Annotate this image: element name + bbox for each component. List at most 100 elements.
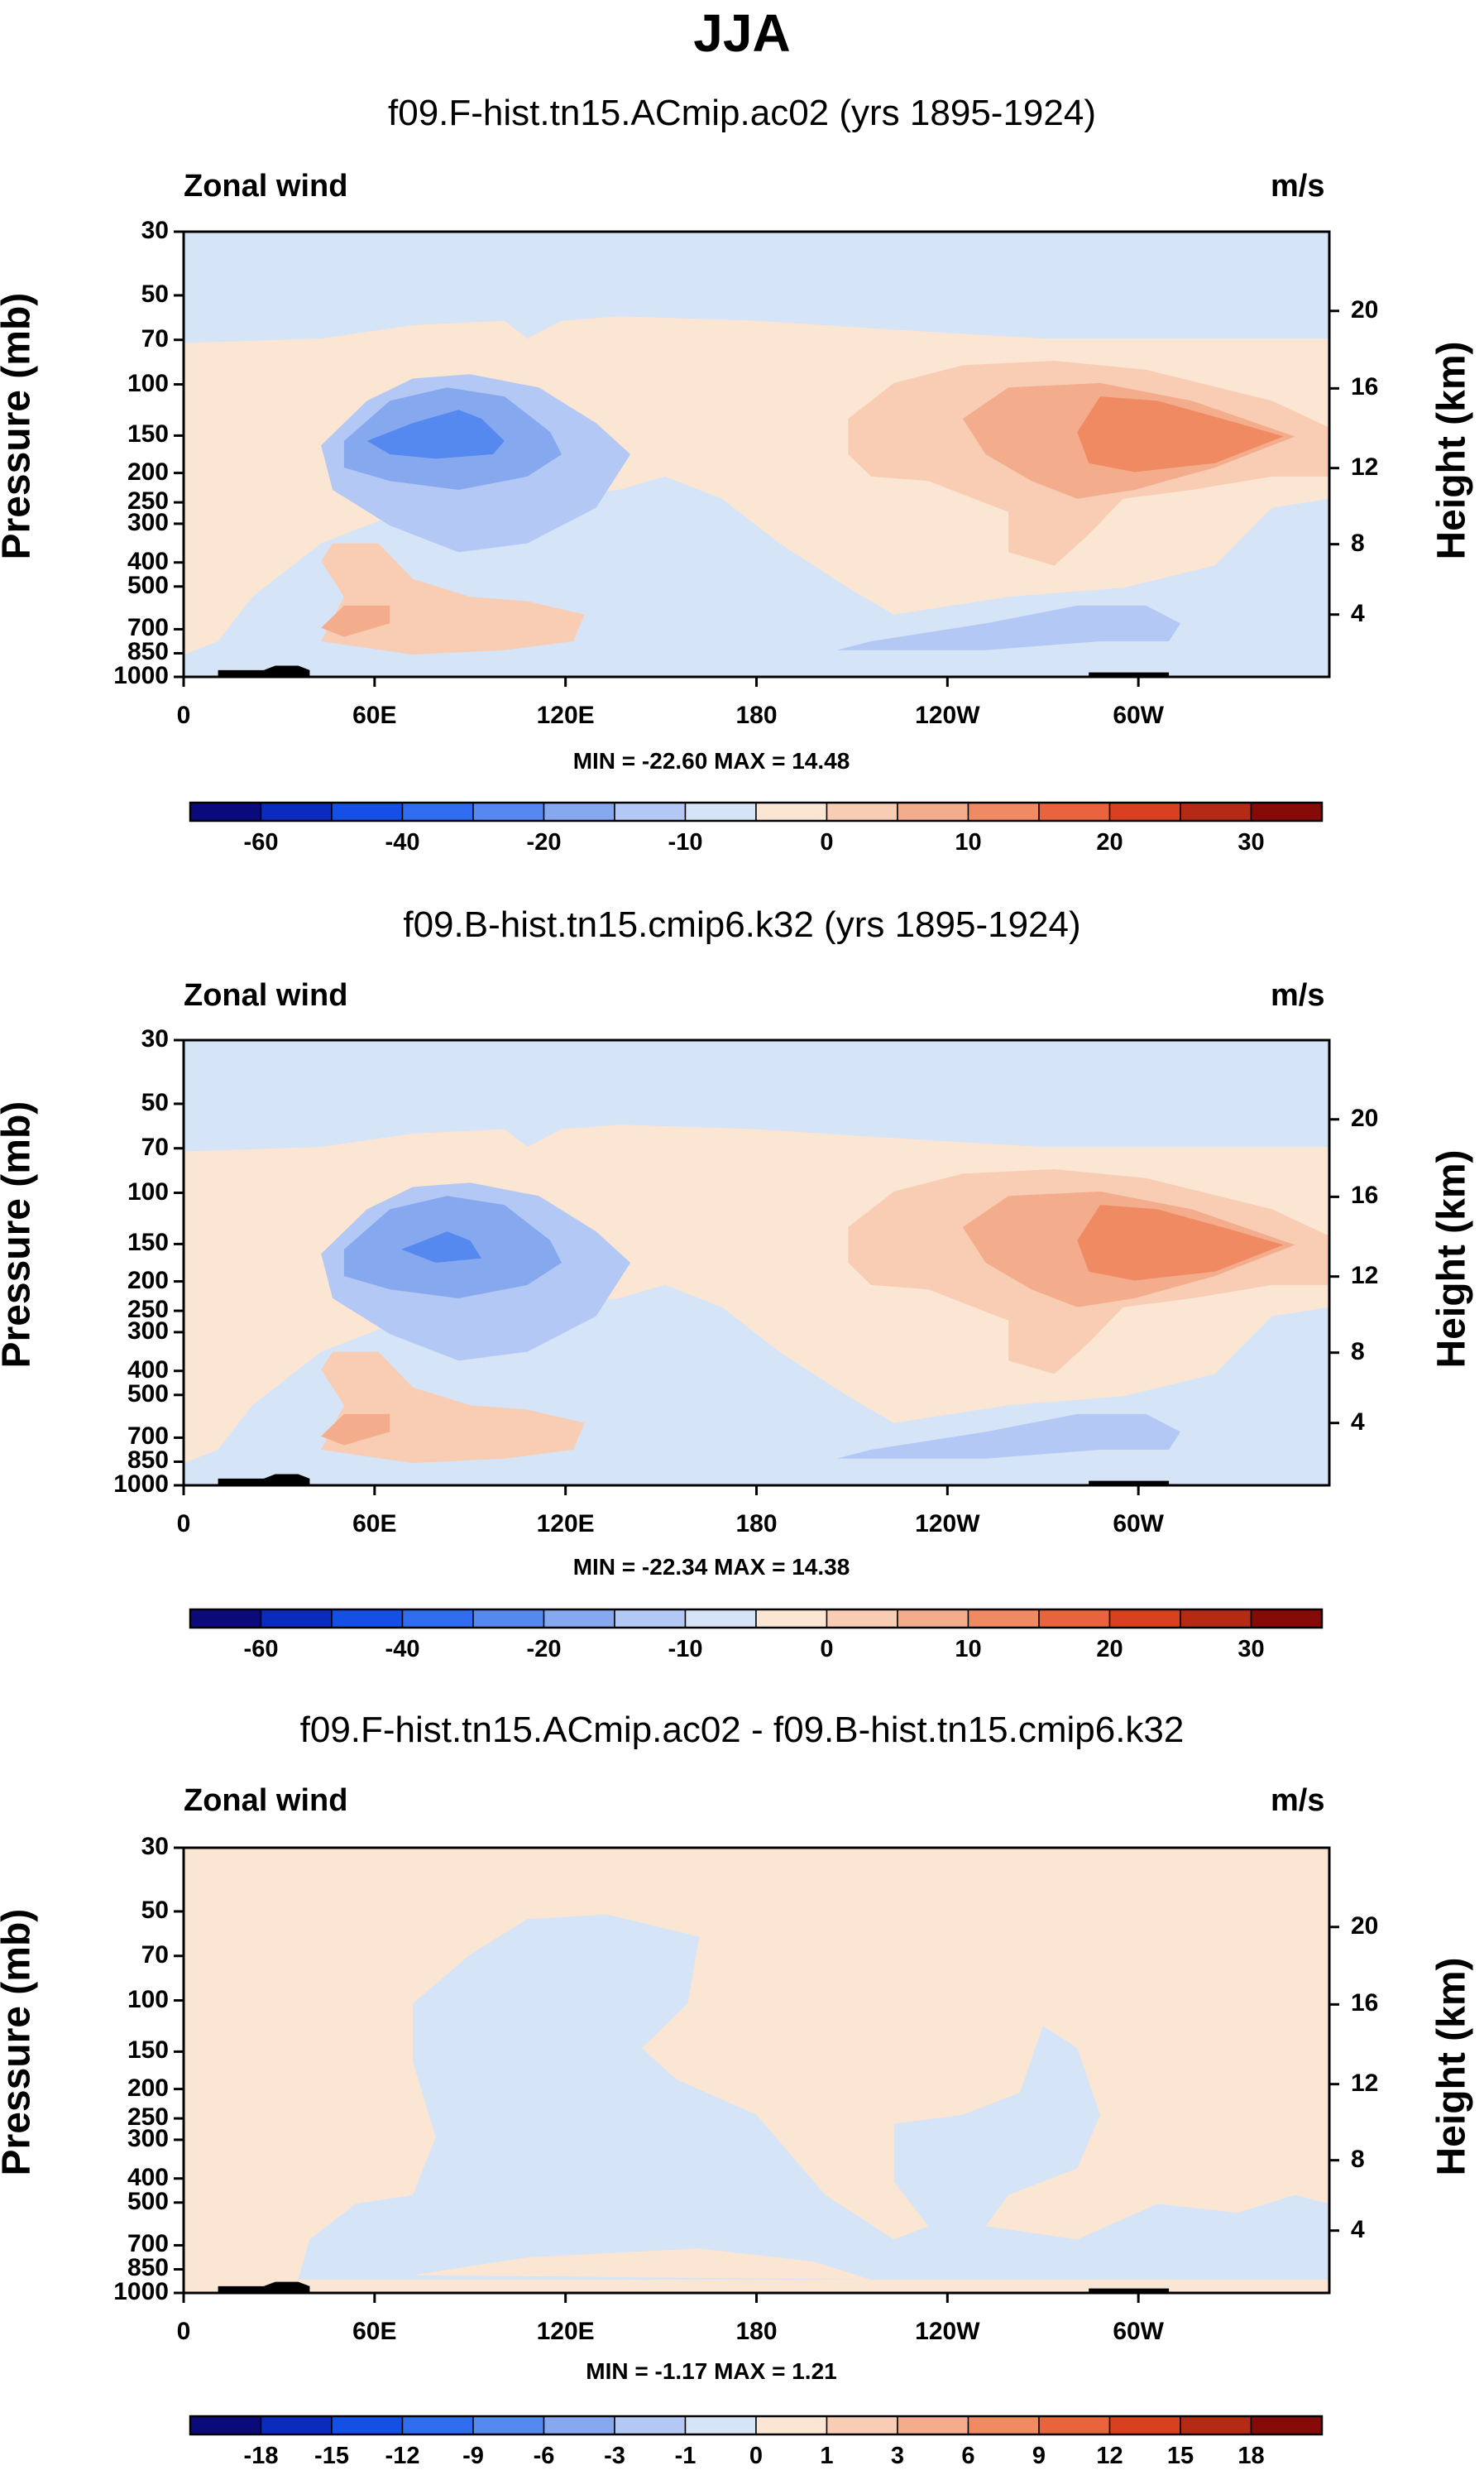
panel-1-ytick-right-label: 16 xyxy=(1351,373,1379,401)
panel-3-ytick-label: 700 xyxy=(127,2230,169,2258)
panel-2-ytick-right-label: 4 xyxy=(1351,1408,1365,1436)
panel-3-ylabel-right: Height (km) xyxy=(1429,1957,1474,2176)
panel-3-colorbar-label: 0 xyxy=(749,2443,764,2469)
panel-3-colorbar-box xyxy=(1038,2415,1111,2435)
panel-2-colorbar-frame xyxy=(189,1608,1324,1629)
panel-2-colorbar-label: 10 xyxy=(955,1636,982,1662)
panel-2-title: f09.B-hist.tn15.cmip6.k32 (yrs 1895-1924… xyxy=(403,904,1081,945)
panel-2-colorbar-label: -20 xyxy=(526,1636,562,1662)
panel-2-colorbar-box xyxy=(1038,1609,1111,1628)
panel-1-colorbar-box xyxy=(189,802,262,822)
panel-3-colorbar-box xyxy=(826,2415,898,2435)
panel-3-colorbar-label: -3 xyxy=(604,2443,625,2469)
panel-1-ytick-right-label: 12 xyxy=(1351,453,1379,481)
panel-1-ytick-label: 500 xyxy=(127,571,169,599)
panel-3-title: f09.F-hist.tn15.ACmip.ac02 - f09.B-hist.… xyxy=(299,1710,1185,1750)
panel-1-contour-posLowW1 xyxy=(321,543,585,655)
panel-1-colorbar-box xyxy=(967,802,1040,822)
panel-3-contour-diffNeg1 xyxy=(298,1914,1329,2280)
panel-3-colorbar-box xyxy=(684,2415,757,2435)
panel-3-ytick-label: 1000 xyxy=(113,2278,169,2305)
panel-2-ylabel-right: Height (km) xyxy=(1429,1149,1474,1369)
panel-2-plot xyxy=(174,1038,1339,1495)
panel-1-colorbar-box xyxy=(472,802,545,822)
panel-1-colorbar-label: 0 xyxy=(820,829,834,856)
figure-title: JJA xyxy=(693,3,791,63)
panel-1-colorbar-box xyxy=(1108,802,1181,822)
panel-1-colorbar xyxy=(189,801,1324,823)
panel-1-plot xyxy=(174,230,1339,687)
panel-2-xtick-label: 0 xyxy=(176,1510,191,1537)
panel-3-colorbar-label: 9 xyxy=(1032,2443,1046,2469)
panel-2-ytick-label: 30 xyxy=(141,1025,169,1053)
panel-3-colorbar-box xyxy=(897,2415,969,2435)
panel-2-ytick-label: 50 xyxy=(141,1088,169,1116)
panel-2-ylabel: Pressure (mb) xyxy=(0,1101,39,1369)
panel-3-ytick-label: 150 xyxy=(127,2036,169,2065)
panel-2-colorbar-box xyxy=(755,1609,828,1628)
panel-3-ytick-right-label: 8 xyxy=(1351,2145,1365,2173)
panel-2-topography-west xyxy=(218,1474,310,1485)
panel-3-colorbar-box xyxy=(1180,2415,1252,2435)
panel-1-minmax: MIN = -22.60 MAX = 14.48 xyxy=(572,748,850,774)
panel-1-colorbar-box xyxy=(1180,802,1252,822)
panel-2-colorbar-box xyxy=(543,1609,615,1628)
panel-1-colorbar-box xyxy=(543,802,615,822)
panel-2-ytick-label: 850 xyxy=(127,1446,169,1475)
panel-1-ytick-label: 400 xyxy=(127,547,169,575)
panel-2-ytick-right-label: 8 xyxy=(1351,1337,1365,1365)
panel-3-colorbar-label: -18 xyxy=(243,2443,279,2469)
panel-2-xtick-label: 180 xyxy=(735,1510,778,1537)
panel-1-ytick-label: 100 xyxy=(127,369,169,397)
panel-3-colorbar-label: 15 xyxy=(1166,2443,1194,2469)
panel-3-contour-diffPos1 xyxy=(413,2248,871,2280)
panel-1-ytick-right-label: 8 xyxy=(1351,529,1365,557)
panel-3-ytick-label: 30 xyxy=(141,1833,169,1860)
panel-1-colorbar-label: -20 xyxy=(526,829,562,856)
panel-1-ytick-label: 150 xyxy=(127,420,169,448)
panel-3-variable-label: Zonal wind xyxy=(184,1783,348,1818)
panel-3-ylabel: Pressure (mb) xyxy=(0,1908,39,2176)
panel-2-colorbar-label: 20 xyxy=(1096,1636,1123,1662)
panel-2-variable-label: Zonal wind xyxy=(184,978,348,1013)
panel-2-ytick-label: 150 xyxy=(127,1229,169,1257)
panel-2-colorbar xyxy=(189,1608,1324,1629)
panel-2-ytick-label: 500 xyxy=(127,1379,169,1408)
panel-2-ytick-label: 400 xyxy=(127,1355,169,1384)
panel-2-xtick-label: 120E xyxy=(536,1510,595,1537)
panel-1-colorbar-label: 20 xyxy=(1096,829,1123,856)
panel-3-xtick-label: 120E xyxy=(536,2318,595,2345)
panel-2-ytick-label: 250 xyxy=(127,1296,169,1324)
panel-2-ytick-label: 700 xyxy=(127,1422,169,1451)
panel-1-ytick-label: 1000 xyxy=(113,662,169,689)
panel-3-ytick-right-label: 12 xyxy=(1351,2069,1379,2097)
panel-3-xtick-label: 0 xyxy=(176,2318,191,2345)
panel-3-colorbar-label: -1 xyxy=(674,2443,697,2469)
panel-3-minmax: MIN = -1.17 MAX = 1.21 xyxy=(586,2358,837,2384)
panel-2-ytick-right-label: 12 xyxy=(1351,1261,1379,1289)
panel-3-plot xyxy=(174,1846,1339,2303)
panel-1-ytick-label: 700 xyxy=(127,614,169,642)
panel-1-xtick-label: 0 xyxy=(176,702,191,729)
panel-2-colorbar-label: 30 xyxy=(1237,1636,1265,1662)
panel-2-ytick-right-label: 16 xyxy=(1351,1182,1379,1210)
panel-3-colorbar-box xyxy=(614,2415,687,2435)
panel-3-ytick-label: 250 xyxy=(127,2103,169,2132)
panel-1-xtick-label: 120E xyxy=(536,702,595,729)
panel-3-colorbar-box xyxy=(189,2415,262,2435)
panel-2-contour-posJetE3 xyxy=(1077,1205,1284,1281)
panel-3-colorbar-label: -15 xyxy=(314,2443,349,2469)
panel-1-colorbar-box xyxy=(331,802,404,822)
panel-2-ytick-label: 70 xyxy=(141,1133,169,1161)
panel-1-ylabel: Pressure (mb) xyxy=(0,292,39,560)
panel-3-colorbar-label: 6 xyxy=(961,2443,975,2469)
panel-2-contour-negJet4 xyxy=(401,1231,482,1263)
panel-2-colorbar-box xyxy=(401,1609,474,1628)
panel-3-ytick-label: 300 xyxy=(127,2124,169,2152)
panel-1-ytick-label: 850 xyxy=(127,638,169,666)
panel-1-ytick-label: 250 xyxy=(127,487,169,516)
panel-2-ytick-right-label: 20 xyxy=(1351,1104,1379,1132)
panel-1-colorbar-label: -60 xyxy=(243,829,279,856)
panel-3-colorbar-box xyxy=(1108,2415,1181,2435)
